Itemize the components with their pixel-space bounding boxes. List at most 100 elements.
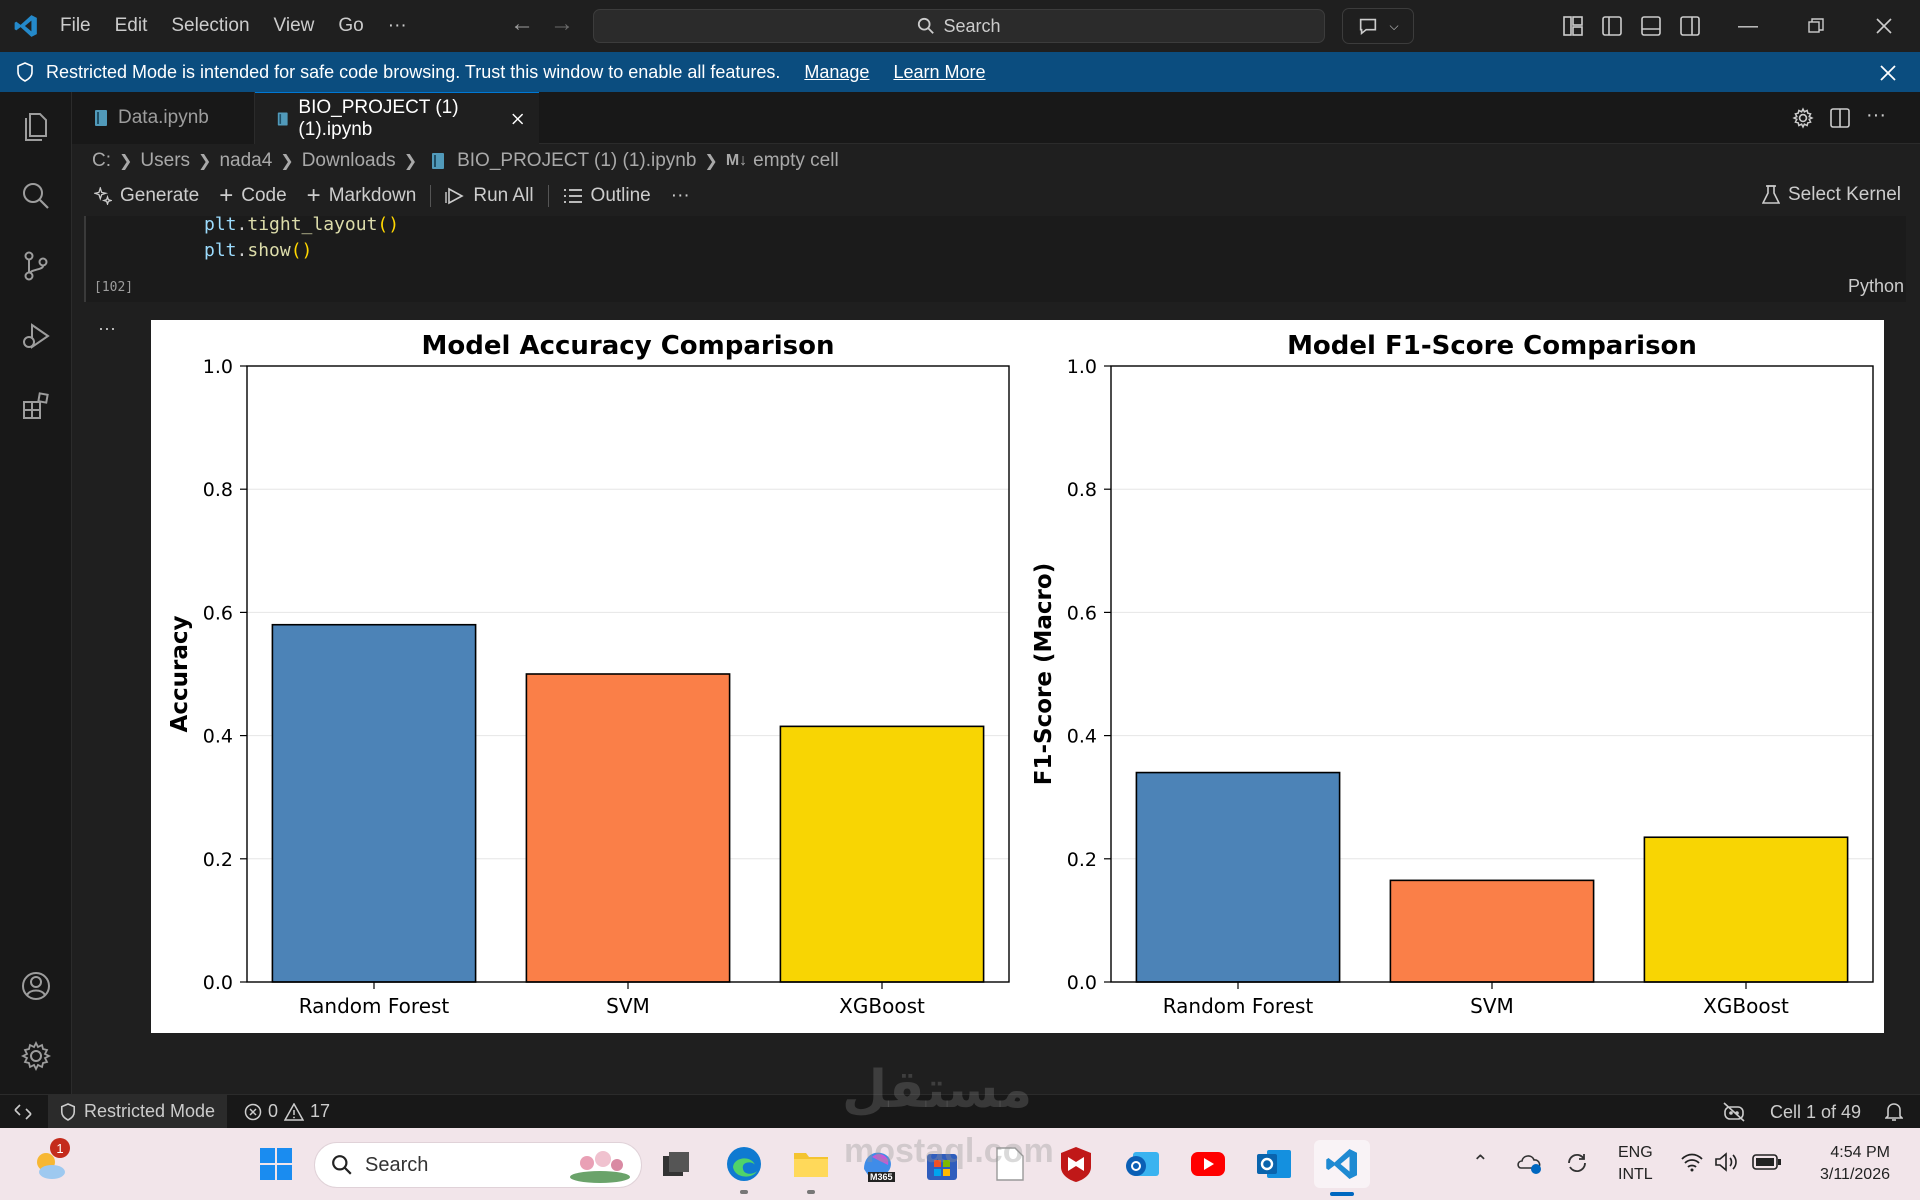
- accounts-button[interactable]: [16, 966, 56, 1006]
- close-banner-icon[interactable]: [1880, 65, 1896, 81]
- outline-button[interactable]: Outline: [553, 185, 661, 207]
- menu-file[interactable]: File: [60, 15, 91, 36]
- chevron-right-icon: ❯: [403, 153, 418, 170]
- toggle-primary-sidebar-icon[interactable]: [1601, 15, 1623, 37]
- m365-app[interactable]: M365: [854, 1140, 902, 1188]
- notifications-bell-icon[interactable]: [1885, 1102, 1903, 1122]
- extensions-button[interactable]: [16, 386, 56, 426]
- plot-frame: [1110, 365, 1874, 983]
- close-tab-icon[interactable]: [511, 112, 523, 126]
- input-language[interactable]: ENG INTL: [1618, 1142, 1653, 1186]
- run-all-button[interactable]: Run All: [435, 185, 543, 207]
- forward-arrow-icon[interactable]: →: [550, 10, 574, 37]
- x-tick-label: XGBoost: [839, 994, 925, 1018]
- menu-selection[interactable]: Selection: [171, 15, 250, 36]
- edge-app[interactable]: [720, 1140, 768, 1194]
- cell-position[interactable]: Cell 1 of 49: [1770, 1102, 1862, 1122]
- source-control-button[interactable]: [16, 246, 56, 286]
- add-code-cell-button[interactable]: + Code: [209, 182, 296, 210]
- code-label: Code: [241, 185, 287, 206]
- breadcrumb-drive[interactable]: C:: [92, 150, 111, 171]
- tab-data-ipynb[interactable]: Data.ipynb: [72, 92, 255, 144]
- breadcrumb-cell[interactable]: empty cell: [753, 150, 839, 171]
- toggle-secondary-sidebar-icon[interactable]: [1679, 15, 1701, 37]
- more-actions-icon[interactable]: ···: [1866, 104, 1886, 126]
- tab-label: Data.ipynb: [118, 107, 209, 128]
- document-app[interactable]: [986, 1140, 1034, 1188]
- remote-icon[interactable]: [14, 1104, 32, 1120]
- copilot-status-icon[interactable]: [1722, 1101, 1746, 1123]
- breadcrumb-user-folder[interactable]: nada4: [219, 150, 273, 171]
- problems-status[interactable]: 0 17: [244, 1095, 330, 1128]
- cell-language[interactable]: Python: [1848, 276, 1905, 296]
- breadcrumb-downloads[interactable]: Downloads: [301, 150, 396, 171]
- battery-icon[interactable]: [1752, 1153, 1782, 1171]
- command-center-search[interactable]: Search: [593, 9, 1325, 43]
- restricted-mode-status[interactable]: Restricted Mode: [48, 1095, 228, 1128]
- clock-time: 4:54 PM: [1830, 1144, 1890, 1161]
- back-arrow-icon[interactable]: ←: [510, 10, 534, 37]
- mcafee-app[interactable]: [1052, 1140, 1100, 1188]
- code-token-paren: (): [290, 240, 313, 261]
- split-editor-icon[interactable]: [1829, 107, 1851, 129]
- menu-view[interactable]: View: [273, 15, 315, 36]
- sync-icon[interactable]: [1564, 1150, 1590, 1176]
- youtube-app[interactable]: [1184, 1140, 1232, 1188]
- menu-bar: File Edit Selection View Go ···: [48, 0, 419, 52]
- add-markdown-cell-button[interactable]: + Markdown: [297, 182, 427, 210]
- file-explorer-app[interactable]: [787, 1140, 835, 1194]
- copilot-button[interactable]: ⌵: [1342, 8, 1414, 44]
- generate-button[interactable]: Generate: [84, 185, 209, 207]
- gear-icon: [20, 1040, 52, 1072]
- m365-icon: [864, 1152, 891, 1175]
- store-app[interactable]: [918, 1140, 966, 1188]
- customize-layout-icon[interactable]: [1562, 15, 1584, 37]
- tab-bio-project[interactable]: BIO_PROJECT (1) (1).ipynb: [255, 92, 539, 144]
- show-hidden-icons-chevron-icon[interactable]: ⌃: [1472, 1152, 1489, 1174]
- weather-widget[interactable]: 1: [26, 1138, 74, 1188]
- search-view-button[interactable]: [16, 176, 56, 216]
- y-tick-label: 1.0: [203, 356, 233, 378]
- manage-settings-button[interactable]: [16, 1036, 56, 1076]
- menu-go[interactable]: Go: [338, 15, 364, 36]
- close-window-button[interactable]: [1854, 0, 1914, 52]
- minimize-button[interactable]: —: [1738, 14, 1758, 37]
- start-button[interactable]: [252, 1140, 300, 1188]
- vscode-app[interactable]: [1314, 1140, 1370, 1196]
- code-line: plt.tight_layout(): [204, 216, 399, 235]
- run-debug-icon: [23, 323, 50, 349]
- menu-more[interactable]: ···: [387, 15, 407, 36]
- output-menu[interactable]: ···: [98, 318, 116, 338]
- onedrive-status-icon[interactable]: [1516, 1150, 1544, 1176]
- breadcrumb-file[interactable]: BIO_PROJECT (1) (1).ipynb: [457, 150, 697, 171]
- select-kernel-button[interactable]: Select Kernel: [1752, 184, 1911, 206]
- volume-icon[interactable]: [1714, 1152, 1740, 1172]
- task-view-button[interactable]: [652, 1140, 700, 1188]
- x-tick-label: Random Forest: [1163, 994, 1314, 1018]
- taskbar-search[interactable]: Search: [314, 1142, 642, 1188]
- y-tick-label: 0.8: [1067, 479, 1097, 501]
- bar-xgboost: [779, 725, 985, 983]
- code-cell[interactable]: plt.tight_layout() plt.show() [102] Pyth…: [84, 216, 1906, 302]
- learn-more-link[interactable]: Learn More: [893, 61, 986, 82]
- chevron-down-icon: ⌵: [1389, 18, 1399, 33]
- menu-edit[interactable]: Edit: [114, 15, 148, 36]
- toggle-panel-icon[interactable]: [1640, 15, 1662, 37]
- more-icon: ···: [670, 185, 690, 206]
- outlook-app[interactable]: [1250, 1140, 1298, 1188]
- run-debug-button[interactable]: [16, 316, 56, 356]
- toolbar-more-button[interactable]: ···: [661, 185, 700, 207]
- watermark-text: مستقل: [842, 1061, 1033, 1119]
- app-running-indicator: [740, 1190, 748, 1194]
- manage-link[interactable]: Manage: [804, 61, 870, 82]
- wifi-icon[interactable]: [1680, 1152, 1704, 1172]
- clock[interactable]: 4:54 PM 3/11/2026: [1800, 1142, 1890, 1186]
- notebook-settings-icon[interactable]: [1792, 107, 1814, 129]
- markdown-icon: M↓: [725, 152, 748, 169]
- outlook-new-app[interactable]: [1118, 1140, 1166, 1188]
- restore-button[interactable]: [1786, 0, 1846, 52]
- outlook-icon: [1257, 1150, 1291, 1178]
- chevron-right-icon: ❯: [119, 153, 133, 170]
- breadcrumb-users[interactable]: Users: [140, 150, 191, 171]
- explorer-button[interactable]: [16, 106, 56, 146]
